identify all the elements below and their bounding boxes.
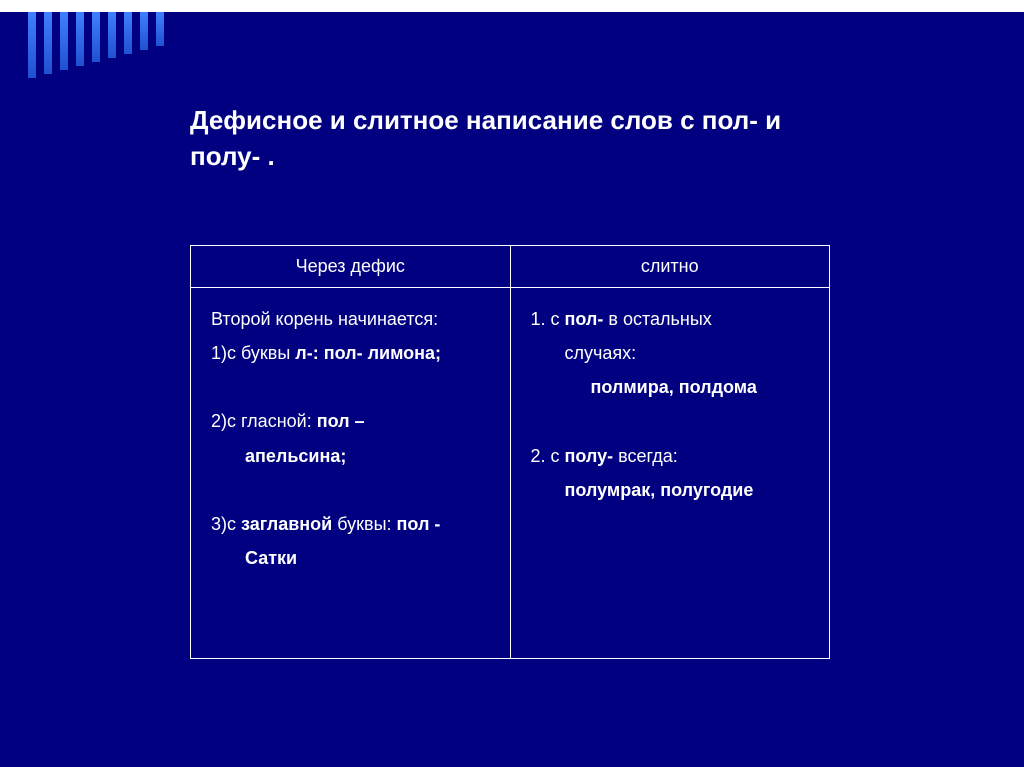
slide-title: Дефисное и слитное написание слов с пол-… [190, 102, 924, 175]
right-rule-1: 1. с пол- в остальных случаях: полмира, … [531, 302, 810, 405]
decorative-stripes [0, 12, 164, 78]
left-intro: Второй корень начинается: [211, 302, 490, 336]
cell-together-rules: 1. с пол- в остальных случаях: полмира, … [510, 287, 830, 658]
rules-table: Через дефис слитно Второй корень начинае… [190, 245, 830, 659]
title-line-1: Дефисное и слитное написание слов с пол-… [190, 105, 781, 135]
slide-content: Дефисное и слитное написание слов с пол-… [0, 12, 1024, 659]
right-rule-2: 2. с полу- всегда: полумрак, полугодие [531, 439, 810, 507]
header-together: слитно [510, 245, 830, 287]
cell-hyphen-rules: Второй корень начинается: 1)с буквы л-: … [191, 287, 511, 658]
header-hyphen: Через дефис [191, 245, 511, 287]
title-line-2: полу- . [190, 141, 275, 171]
left-rule-3: 3)с заглавной буквы: пол - Сатки [211, 507, 490, 575]
left-rule-1: 1)с буквы л-: пол- лимона; [211, 336, 490, 370]
left-rule-2: 2)с гласной: пол – апельсина; [211, 404, 490, 472]
top-bar [0, 0, 1024, 12]
table-header-row: Через дефис слитно [191, 245, 830, 287]
table-body-row: Второй корень начинается: 1)с буквы л-: … [191, 287, 830, 658]
